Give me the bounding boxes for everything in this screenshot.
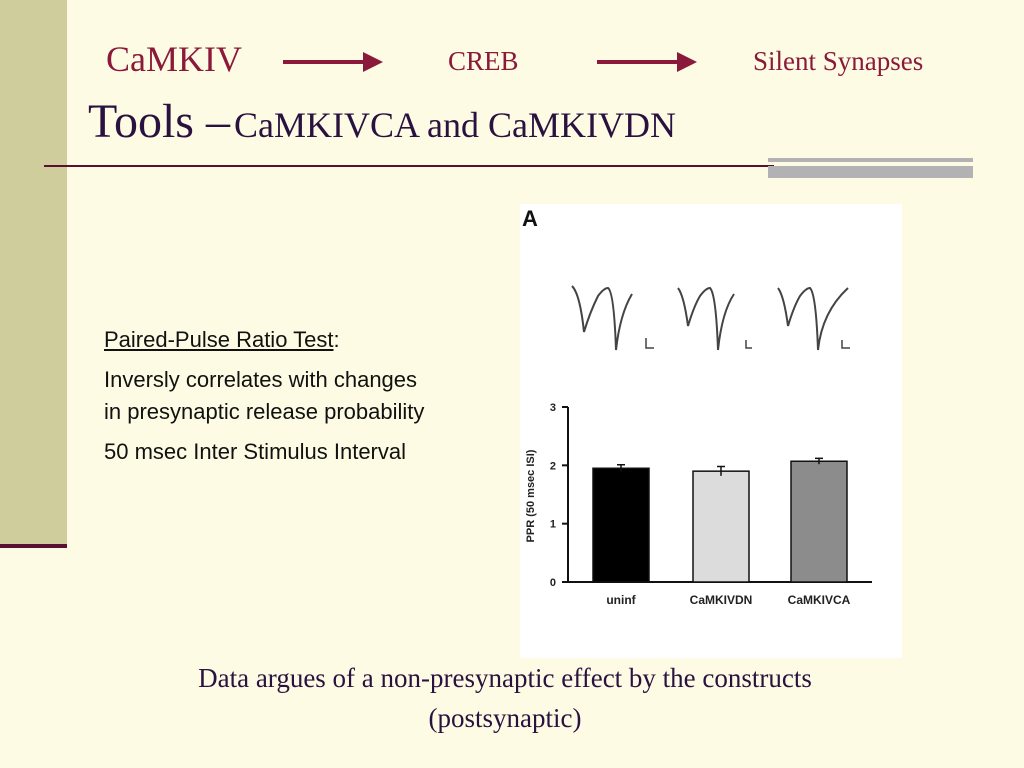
- x-tick-label: uninf: [606, 593, 636, 607]
- title-main: Tools –: [88, 95, 230, 148]
- bar-camkivdn: [692, 470, 750, 583]
- left-accent-line: [0, 544, 67, 548]
- y-tick-label: 0: [550, 577, 556, 589]
- body-paragraph-2: 50 msec Inter Stimulus Interval: [104, 439, 407, 464]
- flow-arrow-1: [283, 52, 383, 72]
- slide-caption: Data argues of a non-presynaptic effect …: [198, 663, 812, 733]
- body-paragraph-1: Inversly correlates with changes in pres…: [104, 367, 425, 424]
- trace-camkivdn: [677, 286, 752, 351]
- flow-arrow-2: [597, 52, 697, 72]
- trace-uninf: [571, 285, 654, 351]
- x-tick-label: CaMKIVCA: [788, 593, 851, 607]
- flow-item-silent-synapses: Silent Synapses: [753, 46, 924, 76]
- flow-item-camkiv: CaMKIV: [106, 39, 242, 79]
- body-heading-line: Paired-Pulse Ratio Test:: [104, 324, 434, 356]
- y-tick-label: 2: [550, 460, 556, 472]
- title-rule: [44, 165, 774, 167]
- panel-label: A: [522, 206, 538, 231]
- trace-camkivca: [777, 286, 850, 351]
- y-axis-label: PPR (50 msec ISI): [525, 449, 537, 542]
- body-heading: Paired-Pulse Ratio Test: [104, 327, 334, 352]
- flow-item-creb: CREB: [448, 46, 519, 76]
- figure-panel: A PPR (50 msec ISI) 0 1 2 3 uninf CaMKIVDN Ca…: [520, 204, 902, 658]
- body-heading-suffix: :: [333, 327, 340, 352]
- figure-svg: A PPR (50 msec ISI) 0 1 2 3 uninf CaMKIVDN Ca…: [522, 206, 872, 607]
- y-tick-label: 1: [550, 519, 556, 531]
- title-sub: CaMKIVCA and CaMKIVDN: [233, 105, 676, 145]
- y-tick-label: 3: [550, 402, 556, 414]
- grey-rule-top: [768, 158, 973, 162]
- bar-uninf: [592, 467, 650, 583]
- bar-camkivca: [790, 460, 848, 583]
- x-tick-label: CaMKIVDN: [690, 593, 753, 607]
- left-decor-bar: [0, 0, 67, 545]
- grey-rule-bottom: [768, 166, 973, 178]
- slide-title: Tools – CaMKIVCA and CaMKIVDN: [88, 94, 676, 149]
- body-text: Paired-Pulse Ratio Test: Inversly correl…: [104, 324, 434, 476]
